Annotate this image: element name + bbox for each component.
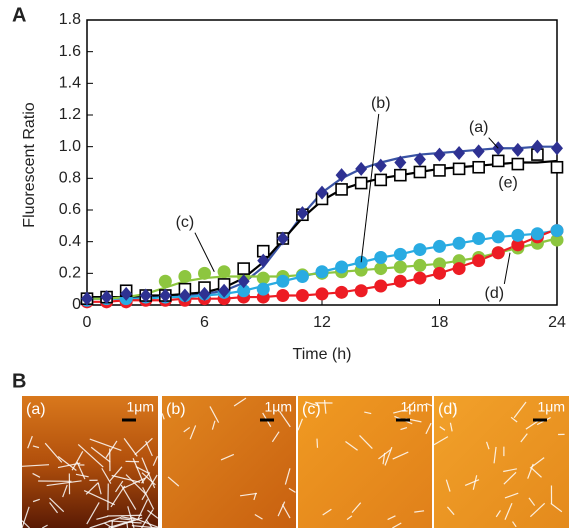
x-tick-label: 24 — [548, 314, 566, 331]
point — [335, 286, 348, 299]
point — [492, 246, 505, 259]
afm-image: (b) 1μm — [162, 396, 296, 528]
y-tick-label: 1.4 — [59, 75, 81, 92]
y-tick-label: 1.2 — [59, 106, 81, 123]
point — [374, 280, 387, 293]
y-tick-label: 1.0 — [59, 138, 81, 155]
y-tick-label: 0.6 — [59, 201, 81, 218]
point — [296, 270, 309, 283]
x-tick-label: 6 — [200, 314, 209, 331]
point — [434, 165, 445, 176]
point — [454, 163, 465, 174]
point — [374, 251, 387, 264]
point — [434, 148, 446, 162]
y-tick-label: 0.4 — [59, 233, 81, 250]
point — [473, 144, 485, 158]
annotation: (c) — [176, 214, 195, 231]
scale-label: 1μm — [264, 399, 292, 415]
point — [316, 265, 329, 278]
annotation: (d) — [485, 285, 505, 302]
afm-image: (c) 1μm — [298, 396, 432, 528]
point — [552, 162, 563, 173]
point — [413, 243, 426, 256]
afm-image: (d) 1μm — [434, 396, 569, 528]
figure: A B Time (h) Fluorescent Ratio 0 0.2 0.4 0.… — [0, 0, 569, 528]
point — [433, 240, 446, 253]
point — [159, 275, 172, 288]
panel-label: A — [12, 4, 26, 26]
point — [394, 261, 407, 274]
point — [551, 141, 563, 155]
point — [472, 232, 485, 245]
afm-image: (a) 1μm — [22, 396, 158, 528]
point — [551, 224, 564, 237]
x-tick-label: 18 — [431, 314, 449, 331]
scale-label: 1μm — [126, 399, 154, 415]
point — [394, 275, 407, 288]
point — [276, 289, 289, 302]
image-label: (c) — [302, 401, 321, 418]
point — [336, 184, 347, 195]
point — [335, 261, 348, 274]
y-tick-label: 1.8 — [59, 11, 81, 28]
point — [394, 248, 407, 261]
image-label: (d) — [438, 401, 458, 418]
point — [296, 289, 309, 302]
point — [453, 262, 466, 275]
scale-label: 1μm — [537, 399, 565, 415]
scale-label: 1μm — [400, 399, 428, 415]
point — [355, 284, 368, 297]
point — [218, 265, 231, 278]
annotation: (a) — [469, 119, 489, 136]
point — [512, 143, 524, 157]
point — [355, 162, 367, 176]
point — [453, 237, 466, 250]
y-tick-label: 0.8 — [59, 170, 81, 187]
y-axis-title: Fluorescent Ratio — [21, 102, 38, 227]
plot-frame — [87, 20, 557, 305]
point — [472, 254, 485, 267]
x-tick-label: 0 — [83, 314, 92, 331]
point — [414, 167, 425, 178]
point — [316, 287, 329, 300]
point — [257, 283, 270, 296]
fibril — [127, 523, 128, 528]
point — [374, 262, 387, 275]
annotation-pointer — [195, 233, 214, 272]
point — [413, 272, 426, 285]
image-label: (b) — [166, 401, 186, 418]
point — [511, 229, 524, 242]
annotation: (b) — [371, 95, 391, 112]
panel-label: B — [12, 370, 26, 392]
annotation-pointer — [504, 253, 510, 284]
point — [178, 270, 191, 283]
point — [257, 272, 270, 285]
point — [276, 275, 289, 288]
point — [198, 267, 211, 280]
y-tick-label: 1.6 — [59, 43, 81, 60]
fibril — [107, 515, 142, 516]
y-tick-label: 0 — [72, 296, 81, 313]
point — [433, 267, 446, 280]
annotation: (e) — [498, 174, 518, 191]
fibril — [317, 439, 318, 448]
point — [395, 170, 406, 181]
point — [413, 259, 426, 272]
x-axis-title: Time (h) — [293, 346, 352, 363]
point — [375, 174, 386, 185]
x-tick-label: 12 — [313, 314, 331, 331]
point — [238, 263, 249, 274]
point — [356, 178, 367, 189]
point — [453, 146, 465, 160]
point — [531, 227, 544, 240]
y-tick-label: 0.2 — [59, 265, 81, 282]
point — [512, 159, 523, 170]
point — [473, 162, 484, 173]
point — [493, 155, 504, 166]
image-label: (a) — [26, 401, 46, 418]
point — [492, 230, 505, 243]
